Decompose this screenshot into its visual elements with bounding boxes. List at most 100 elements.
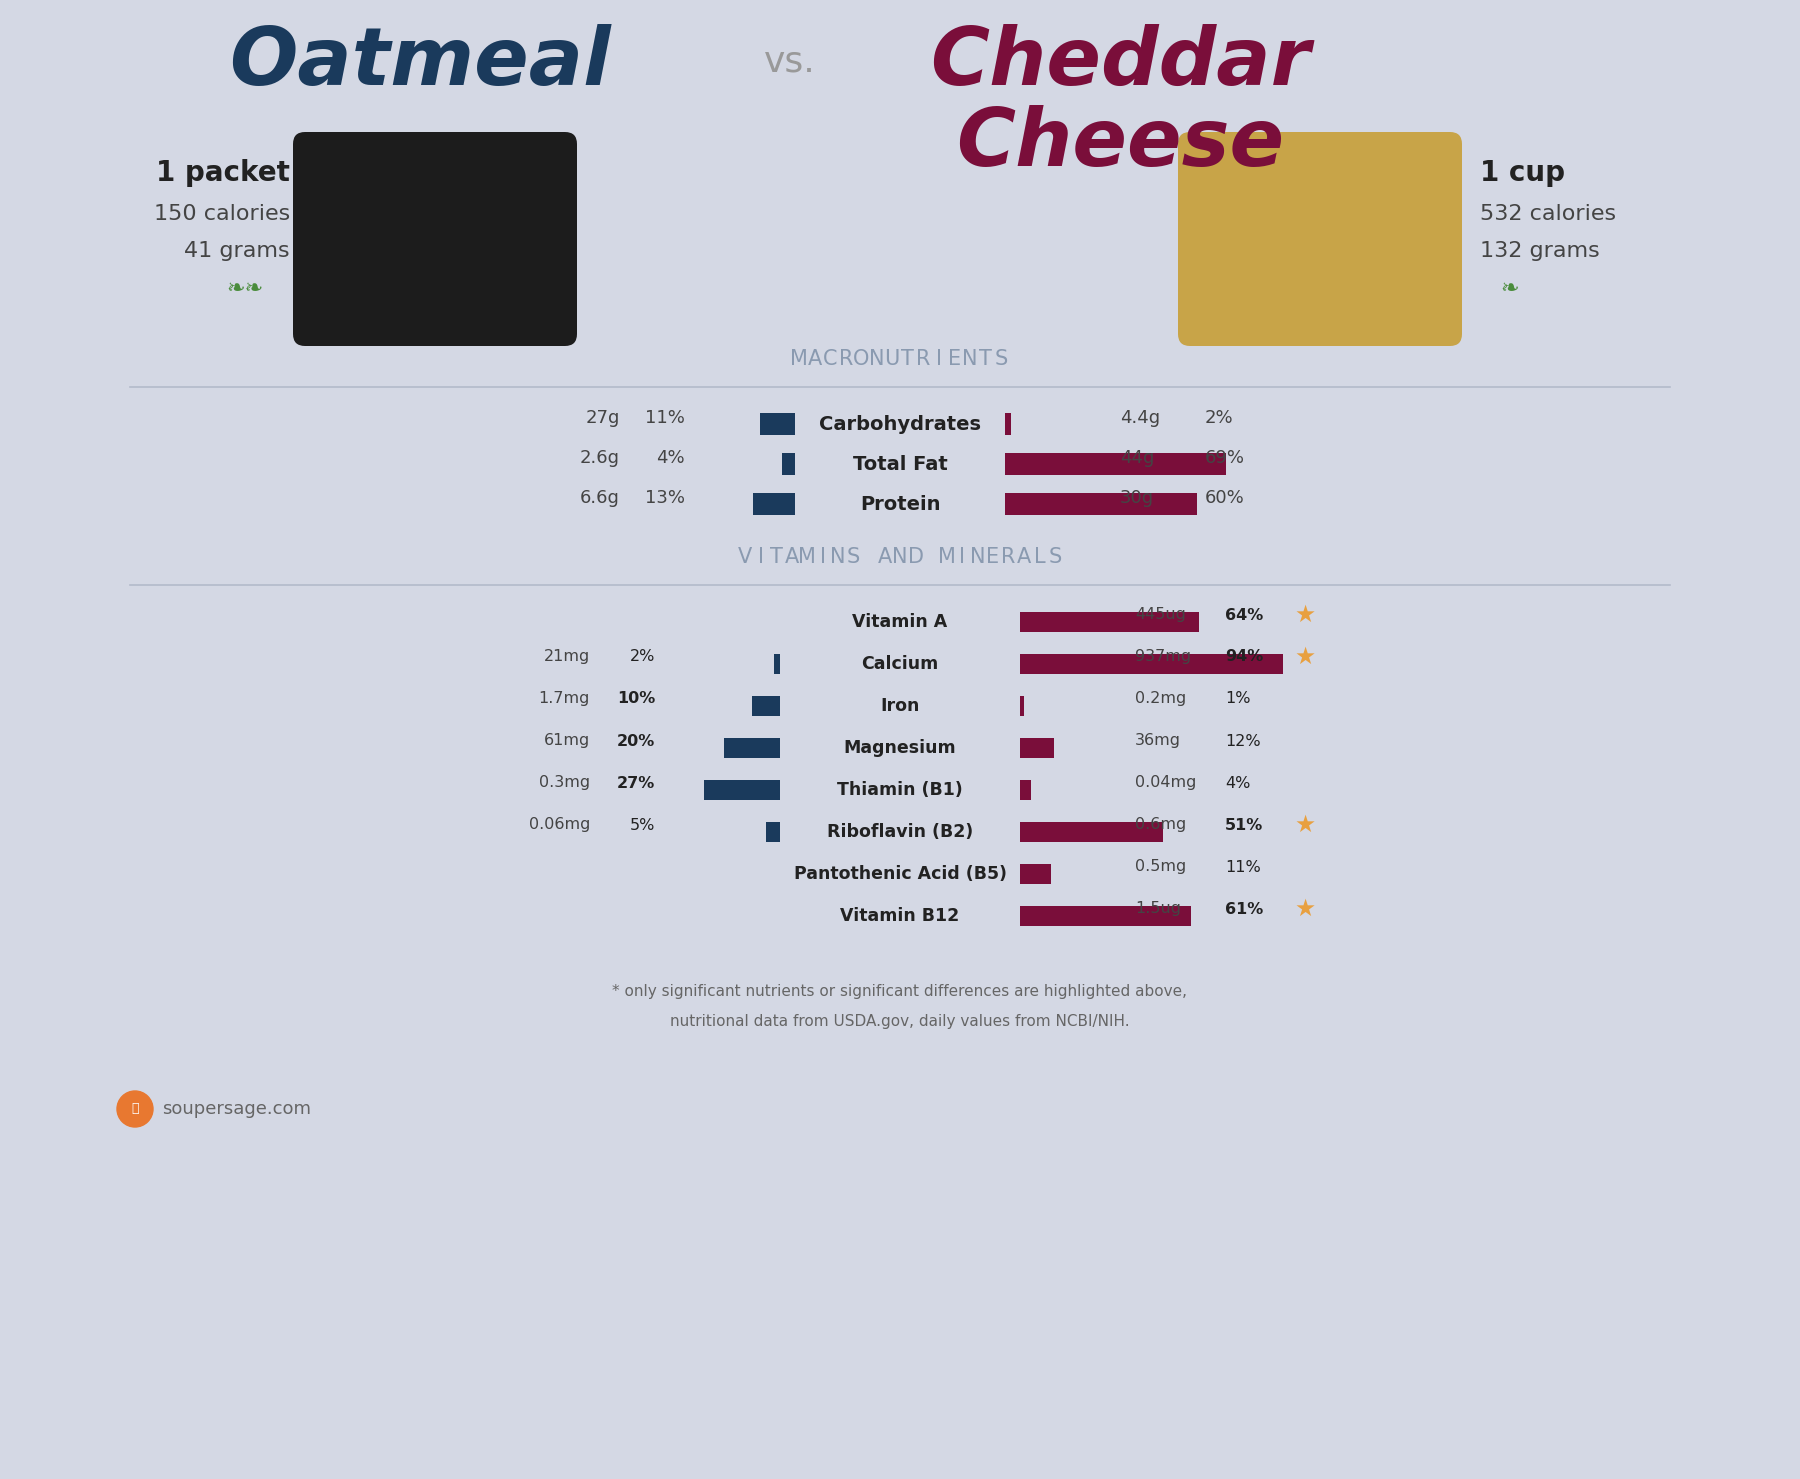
Text: 1 cup: 1 cup — [1480, 160, 1564, 186]
Text: 5%: 5% — [630, 818, 655, 833]
Text: 150 calories: 150 calories — [153, 204, 290, 223]
Text: Calcium: Calcium — [862, 655, 938, 673]
Text: A: A — [877, 547, 891, 566]
Text: M: M — [938, 547, 956, 566]
Text: 12%: 12% — [1226, 734, 1260, 748]
Text: M: M — [790, 349, 808, 368]
Bar — [1004, 453, 1226, 475]
Text: A: A — [785, 547, 799, 566]
Text: C: C — [823, 349, 837, 368]
Text: S: S — [994, 349, 1008, 368]
Text: I: I — [959, 547, 965, 566]
Text: ★: ★ — [1294, 813, 1316, 837]
Text: Carbohydrates: Carbohydrates — [819, 414, 981, 433]
Text: D: D — [907, 547, 923, 566]
Text: 36mg: 36mg — [1136, 734, 1181, 748]
Text: Riboflavin (B2): Riboflavin (B2) — [826, 822, 974, 842]
Text: U: U — [884, 349, 900, 368]
Text: 94%: 94% — [1226, 649, 1264, 664]
Text: 61mg: 61mg — [544, 734, 590, 748]
Text: Pantothenic Acid (B5): Pantothenic Acid (B5) — [794, 865, 1006, 883]
Text: I: I — [936, 349, 941, 368]
Text: I: I — [758, 547, 763, 566]
FancyBboxPatch shape — [293, 132, 578, 346]
Text: S: S — [1048, 547, 1062, 566]
Text: 0.04mg: 0.04mg — [1136, 775, 1197, 790]
Bar — [783, 453, 796, 475]
Text: R: R — [1001, 547, 1015, 566]
Text: ★: ★ — [1294, 645, 1316, 669]
Text: 11%: 11% — [1226, 859, 1260, 874]
Text: Vitamin B12: Vitamin B12 — [841, 907, 959, 924]
Text: ★: ★ — [1294, 603, 1316, 627]
Text: L: L — [1033, 547, 1046, 566]
Text: * only significant nutrients or significant differences are highlighted above,: * only significant nutrients or signific… — [612, 984, 1188, 998]
Text: 27g: 27g — [585, 410, 619, 427]
Text: Iron: Iron — [880, 697, 920, 714]
Bar — [1021, 612, 1199, 632]
Text: 1 packet: 1 packet — [157, 160, 290, 186]
Text: ❧❧: ❧❧ — [227, 280, 263, 299]
Text: Cheddar
Cheese: Cheddar Cheese — [931, 24, 1310, 183]
Text: 11%: 11% — [644, 410, 686, 427]
Bar — [1021, 697, 1024, 716]
FancyBboxPatch shape — [1177, 132, 1462, 346]
Text: 1%: 1% — [1226, 692, 1251, 707]
Text: ❧: ❧ — [1501, 280, 1519, 299]
Text: I: I — [819, 547, 826, 566]
Text: 532 calories: 532 calories — [1480, 204, 1616, 223]
Text: 69%: 69% — [1204, 450, 1246, 467]
Bar — [774, 654, 779, 674]
Text: 0.06mg: 0.06mg — [529, 818, 590, 833]
Text: 60%: 60% — [1204, 490, 1246, 507]
Text: 21mg: 21mg — [544, 649, 590, 664]
Text: Oatmeal: Oatmeal — [229, 24, 610, 102]
Text: 1.5ug: 1.5ug — [1136, 902, 1181, 917]
Text: N: N — [970, 547, 985, 566]
Bar — [1021, 864, 1051, 884]
Text: Thiamin (B1): Thiamin (B1) — [837, 781, 963, 799]
Text: 937mg: 937mg — [1136, 649, 1192, 664]
Text: 4%: 4% — [1226, 775, 1251, 790]
Text: N: N — [893, 547, 907, 566]
Text: 20%: 20% — [617, 734, 655, 748]
Bar — [724, 738, 779, 759]
Text: T: T — [770, 547, 783, 566]
Text: A: A — [1017, 547, 1031, 566]
Text: V: V — [738, 547, 752, 566]
Text: 10%: 10% — [617, 692, 655, 707]
Text: Protein: Protein — [860, 494, 940, 513]
Text: Vitamin A: Vitamin A — [853, 612, 947, 632]
Text: 30g: 30g — [1120, 490, 1154, 507]
Text: 61%: 61% — [1226, 902, 1264, 917]
Bar — [1004, 493, 1197, 515]
Text: 51%: 51% — [1226, 818, 1264, 833]
Bar — [760, 413, 796, 435]
Text: 132 grams: 132 grams — [1480, 241, 1600, 260]
Text: ⬜⬛⬜
⬛⬜⬛
⬜⬛⬜: ⬜⬛⬜ ⬛⬜⬛ ⬜⬛⬜ — [427, 217, 445, 250]
Text: 27%: 27% — [617, 775, 655, 790]
Text: 41 grams: 41 grams — [184, 241, 290, 260]
Text: N: N — [830, 547, 846, 566]
Text: 4%: 4% — [657, 450, 686, 467]
Bar — [1004, 413, 1012, 435]
Text: E: E — [986, 547, 999, 566]
Text: O: O — [853, 349, 869, 368]
Text: N: N — [869, 349, 884, 368]
Text: soupersage.com: soupersage.com — [162, 1100, 311, 1118]
Text: N: N — [961, 349, 977, 368]
Text: 0.5mg: 0.5mg — [1136, 859, 1186, 874]
Text: nutritional data from USDA.gov, daily values from NCBI/NIH.: nutritional data from USDA.gov, daily va… — [670, 1015, 1130, 1029]
Text: 0.2mg: 0.2mg — [1136, 692, 1186, 707]
Bar — [1021, 738, 1053, 759]
Text: M: M — [797, 547, 815, 566]
Bar — [1021, 822, 1163, 842]
Text: 44g: 44g — [1120, 450, 1154, 467]
Text: 2%: 2% — [1204, 410, 1233, 427]
Text: S: S — [846, 547, 860, 566]
Bar — [1021, 779, 1031, 800]
Text: 1.7mg: 1.7mg — [538, 692, 590, 707]
Text: Total Fat: Total Fat — [853, 454, 947, 473]
Text: 0.6mg: 0.6mg — [1136, 818, 1186, 833]
Bar — [1021, 654, 1283, 674]
